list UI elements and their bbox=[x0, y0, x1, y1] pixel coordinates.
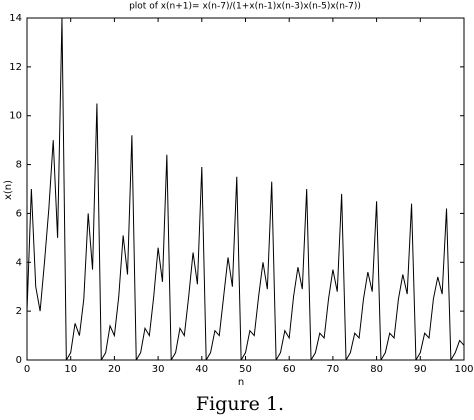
y-tick-label: 14 bbox=[9, 13, 22, 24]
x-tick-label: 0 bbox=[24, 364, 30, 375]
x-tick-label: 20 bbox=[108, 364, 121, 375]
x-tick-label: 10 bbox=[64, 364, 77, 375]
x-tick-label: 80 bbox=[370, 364, 383, 375]
y-tick-label: 6 bbox=[16, 208, 22, 219]
y-tick-label: 8 bbox=[16, 160, 22, 171]
x-tick-label: 70 bbox=[327, 364, 340, 375]
x-tick-label: 90 bbox=[414, 364, 427, 375]
y-axis-label: x(n) bbox=[3, 180, 14, 200]
x-tick-label: 50 bbox=[239, 364, 252, 375]
x-tick-label: 60 bbox=[283, 364, 296, 375]
x-tick-label: 30 bbox=[152, 364, 165, 375]
x-tick-label: 100 bbox=[454, 364, 473, 375]
y-tick-label: 12 bbox=[9, 62, 22, 73]
y-tick-label: 2 bbox=[16, 306, 22, 317]
data-line bbox=[27, 18, 464, 360]
x-tick-label: 40 bbox=[195, 364, 208, 375]
caption: Figure 1. bbox=[196, 393, 284, 415]
y-tick-label: 0 bbox=[16, 355, 22, 366]
plot-frame bbox=[26, 17, 465, 361]
y-tick-label: 4 bbox=[16, 257, 22, 268]
y-tick-label: 10 bbox=[9, 111, 22, 122]
x-axis-label: n bbox=[238, 377, 244, 388]
chart-title: plot of x(n+1)= x(n-7)/(1+x(n-1)x(n-3)x(… bbox=[129, 2, 361, 12]
